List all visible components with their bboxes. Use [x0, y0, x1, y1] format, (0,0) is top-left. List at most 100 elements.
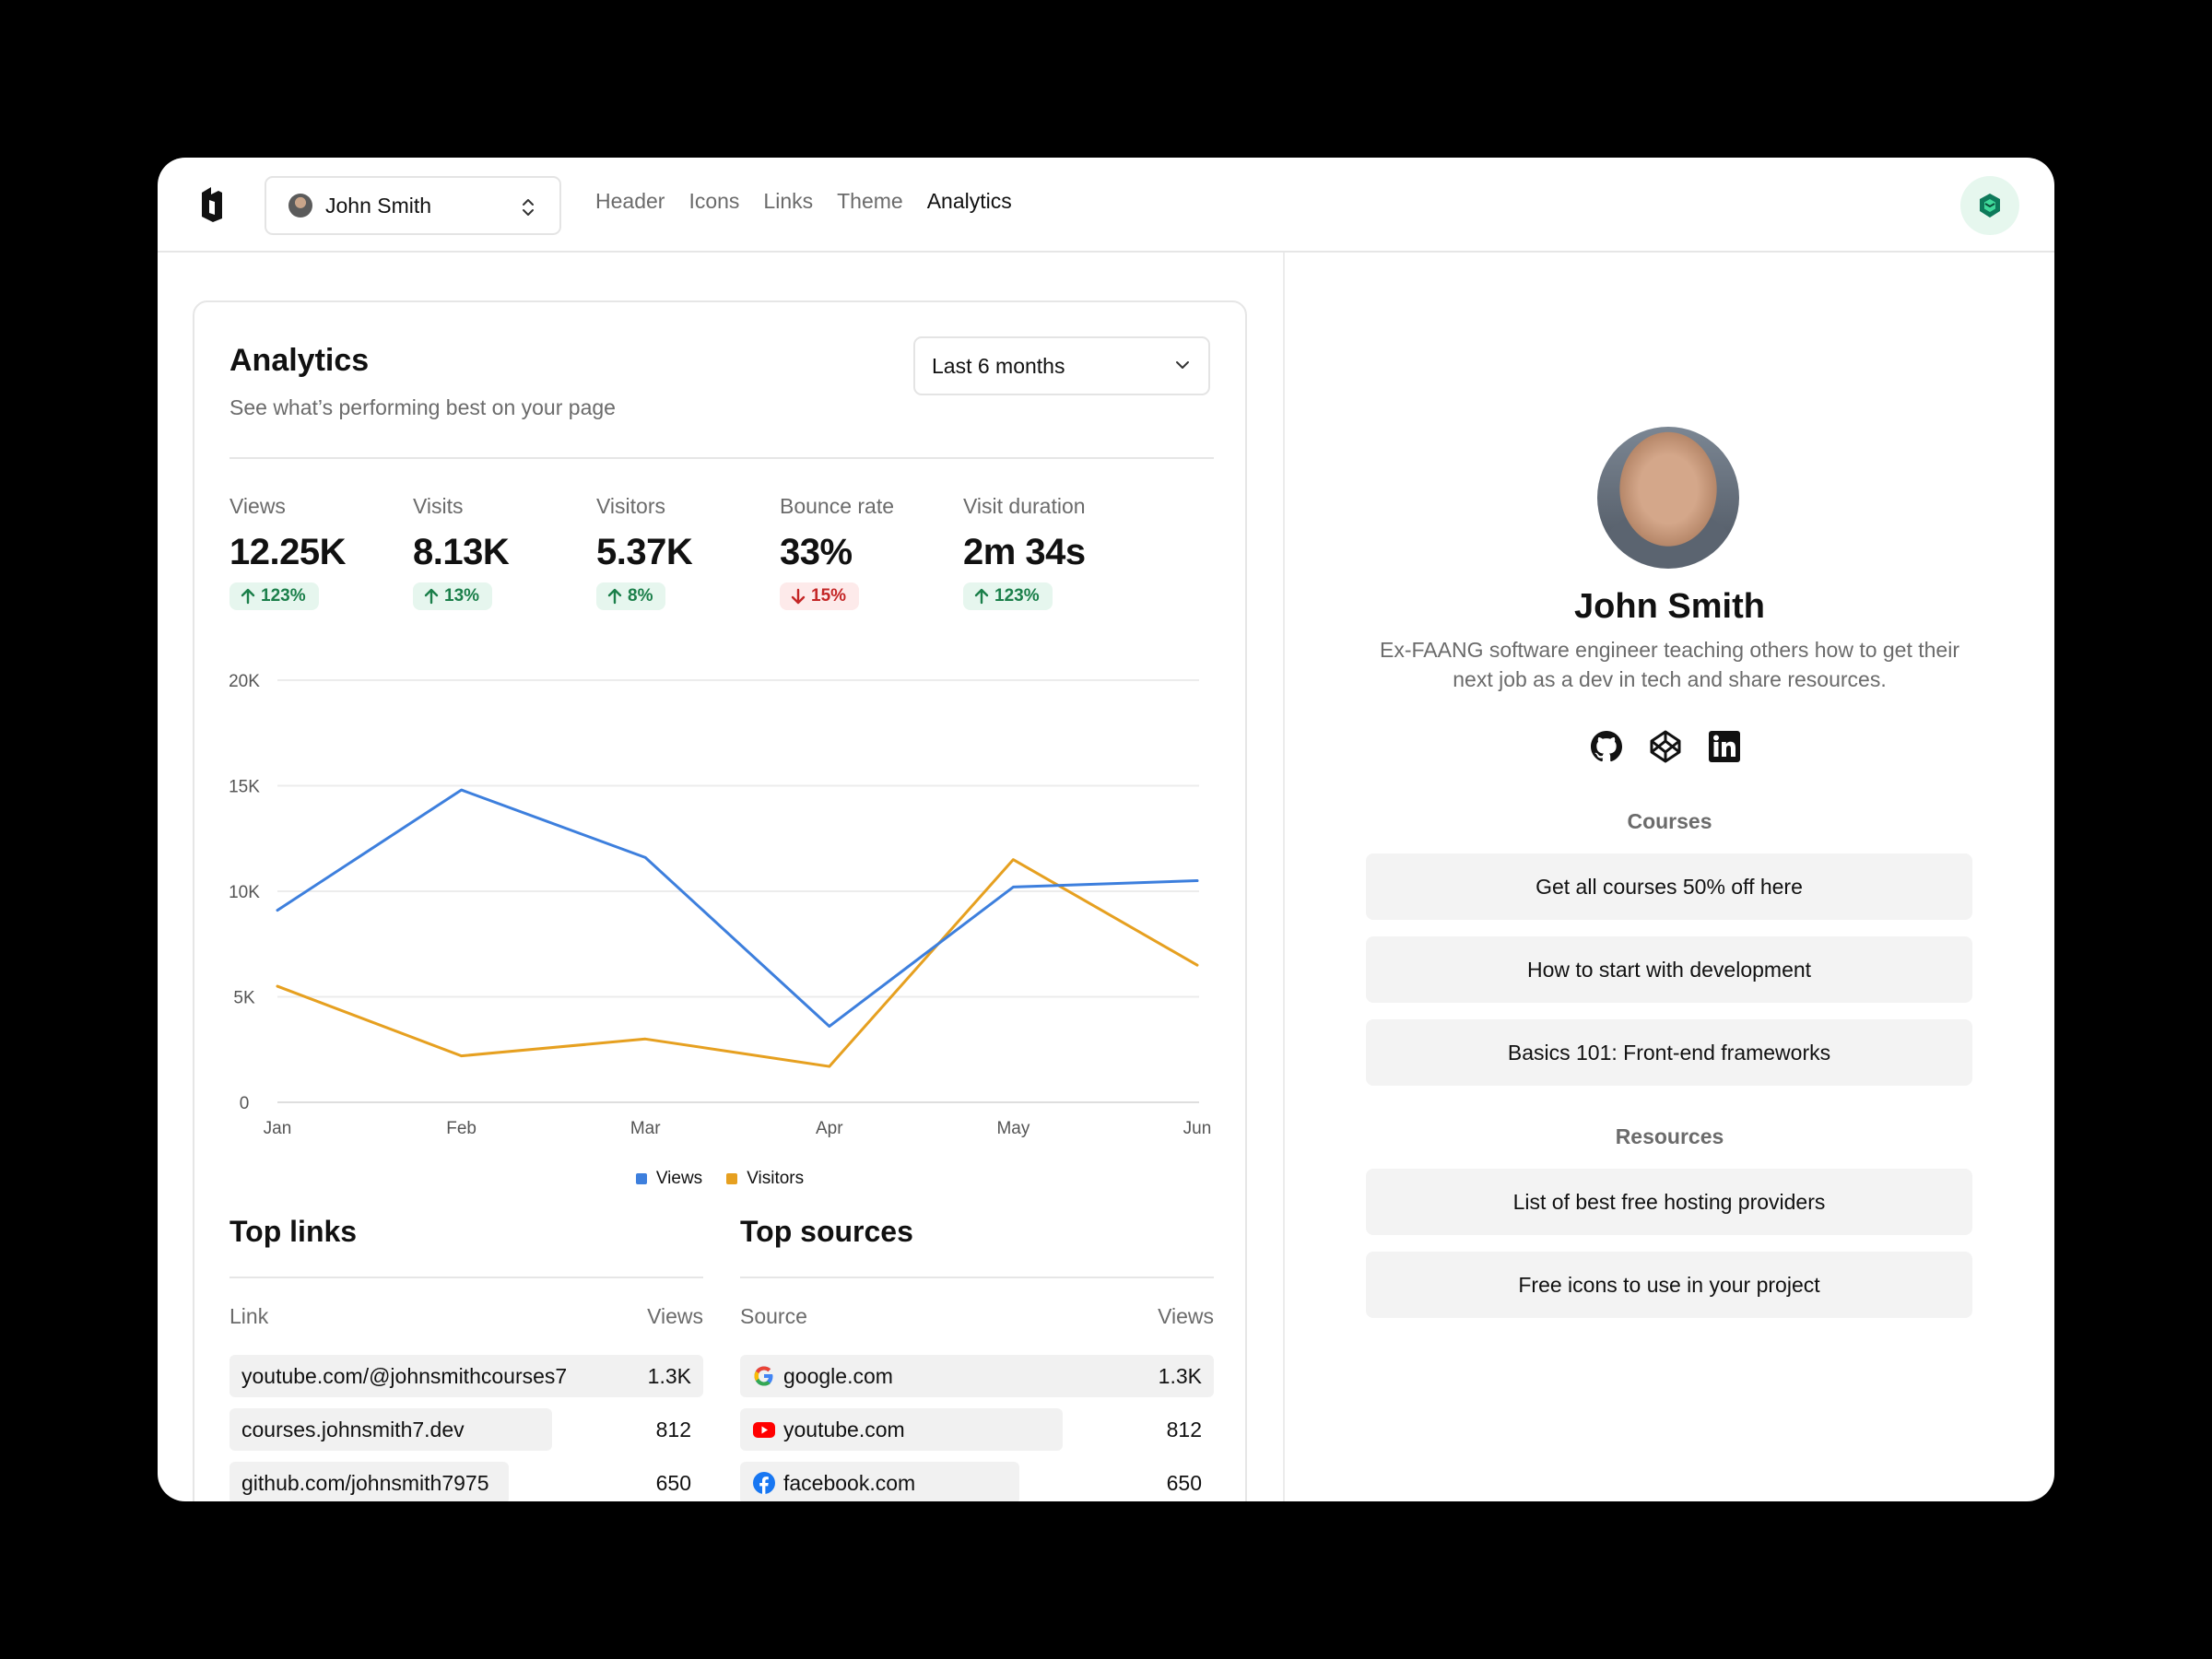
stat-bounce-rate: Bounce rate 33% 15%	[780, 494, 894, 610]
x-tick-label: Apr	[816, 1119, 843, 1138]
row-share-bar	[229, 1408, 552, 1451]
tab-analytics[interactable]: Analytics	[926, 189, 1012, 213]
series-line-views	[276, 788, 1199, 1029]
chevron-down-icon	[1176, 361, 1189, 369]
linkedin-icon[interactable]	[1707, 729, 1742, 764]
row-value: 812	[1166, 1417, 1202, 1441]
arrow-down-icon	[791, 588, 806, 605]
stat-label: Visitors	[596, 494, 665, 518]
section-title: Top links	[229, 1215, 358, 1248]
stat-label: Visits	[413, 494, 464, 518]
column-header-source: Source	[740, 1304, 807, 1328]
profile-bio: Ex-FAANG software engineer teaching othe…	[1380, 638, 1959, 691]
table-rows: youtube.com/@johnsmithcourses7 1.3K cour…	[229, 1355, 703, 1501]
section-label-courses: Courses	[1627, 809, 1712, 833]
row-value: 650	[1166, 1470, 1202, 1495]
avatar	[288, 194, 312, 218]
row-share-bar	[740, 1355, 1214, 1397]
link-button-free-icons[interactable]: Free icons to use in your project	[1366, 1252, 1972, 1318]
account-button[interactable]	[1960, 176, 2019, 235]
legend-item-views[interactable]: Views	[635, 1169, 703, 1189]
row-label: facebook.com	[740, 1471, 915, 1496]
codepen-icon[interactable]	[1648, 729, 1683, 764]
arrow-up-icon	[974, 588, 989, 605]
profile-selector[interactable]: John Smith	[265, 176, 561, 235]
column-header-views: Views	[1158, 1304, 1214, 1328]
stat-value: 8.13K	[413, 532, 510, 572]
stat-value: 5.37K	[596, 532, 693, 572]
main-tabs: Header Icons Links Theme Analytics	[595, 189, 1036, 214]
chart-legend: Views Visitors	[194, 1169, 1245, 1189]
row-label: courses.johnsmith7.dev	[241, 1417, 465, 1441]
divider	[229, 1277, 703, 1278]
stat-label: Bounce rate	[780, 494, 895, 518]
facebook-icon	[753, 1472, 775, 1494]
date-range-value: Last 6 months	[932, 354, 1065, 378]
table-rows: google.com 1.3K youtube.com 812	[740, 1355, 1214, 1501]
row-label: google.com	[740, 1364, 893, 1389]
tab-links[interactable]: Links	[763, 189, 814, 213]
table-row[interactable]: youtube.com 812	[740, 1408, 1214, 1451]
views-visitors-line-chart: 0 5K 10K 15K 20K Jan Feb Mar Apr May Jun	[229, 672, 1211, 1138]
table-row[interactable]: github.com/johnsmith7975 650	[229, 1462, 703, 1501]
table-header: Source Views	[740, 1304, 1214, 1329]
row-value: 1.3K	[1158, 1363, 1202, 1388]
stat-change-badge: 8%	[596, 582, 666, 610]
legend-item-visitors[interactable]: Visitors	[726, 1169, 804, 1189]
row-label: youtube.com/@johnsmithcourses7	[241, 1363, 568, 1388]
link-button-courses-discount[interactable]: Get all courses 50% off here	[1366, 853, 1972, 920]
table-header: Link Views	[229, 1304, 703, 1329]
stat-visitors: Visitors 5.37K 8%	[596, 494, 693, 610]
stat-change-value: 123%	[994, 586, 1040, 606]
source-name: youtube.com	[783, 1417, 905, 1441]
link-button-hosting-providers[interactable]: List of best free hosting providers	[1366, 1169, 1972, 1235]
analytics-card: Analytics See what’s performing best on …	[193, 300, 1247, 1501]
y-tick-label: 0	[240, 1094, 250, 1113]
link-button-start-development[interactable]: How to start with development	[1366, 936, 1972, 1003]
tab-theme[interactable]: Theme	[837, 189, 903, 213]
chevron-up-down-icon	[523, 199, 534, 216]
column-header-views: Views	[647, 1304, 703, 1328]
stat-change-value: 15%	[811, 586, 847, 606]
social-icons-row	[1589, 729, 1742, 764]
page-subtitle: See what’s performing best on your page	[229, 395, 616, 419]
source-name: google.com	[783, 1363, 893, 1388]
legend-swatch	[635, 1173, 647, 1184]
top-sources-table: Top sources Source Views go	[740, 1215, 1214, 1501]
github-icon[interactable]	[1589, 729, 1624, 764]
top-navigation-bar: John Smith Header Icons Links Theme Anal…	[158, 158, 2054, 253]
date-range-dropdown[interactable]: Last 6 months	[913, 336, 1210, 395]
google-icon	[754, 1366, 773, 1386]
table-row[interactable]: google.com 1.3K	[740, 1355, 1214, 1397]
arrow-up-icon	[241, 588, 255, 605]
app-logo-icon[interactable]	[198, 185, 226, 224]
panel-divider	[1283, 253, 1285, 1501]
x-tick-label: May	[996, 1119, 1030, 1138]
section-title: Top sources	[740, 1215, 913, 1248]
table-row[interactable]: courses.johnsmith7.dev 812	[229, 1408, 703, 1451]
link-button-frontend-frameworks[interactable]: Basics 101: Front-end frameworks	[1366, 1019, 1972, 1086]
arrow-up-icon	[607, 588, 622, 605]
stat-change-value: 123%	[261, 586, 306, 606]
tab-icons[interactable]: Icons	[688, 189, 740, 213]
row-value: 650	[655, 1470, 691, 1495]
y-tick-label: 20K	[229, 672, 260, 691]
row-share-bar	[740, 1408, 1063, 1451]
row-label: youtube.com	[740, 1418, 905, 1442]
legend-label: Views	[655, 1169, 703, 1188]
page-title: Analytics	[229, 343, 370, 378]
y-tick-label: 5K	[233, 989, 255, 1008]
stat-views: Views 12.25K 123%	[229, 494, 346, 610]
workspace-logo-icon	[1980, 194, 2000, 218]
stat-change-value: 13%	[444, 586, 480, 606]
avatar	[1597, 427, 1739, 569]
row-label: github.com/johnsmith7975	[241, 1470, 489, 1495]
table-row[interactable]: facebook.com 650	[740, 1462, 1214, 1501]
app-window: John Smith Header Icons Links Theme Anal…	[158, 158, 2054, 1501]
table-row[interactable]: youtube.com/@johnsmithcourses7 1.3K	[229, 1355, 703, 1397]
top-links-table: Top links Link Views youtube.com/@johnsm…	[229, 1215, 703, 1501]
tab-header[interactable]: Header	[595, 189, 665, 213]
stat-value: 33%	[780, 532, 853, 572]
arrow-up-icon	[424, 588, 439, 605]
row-share-bar	[740, 1462, 1020, 1501]
